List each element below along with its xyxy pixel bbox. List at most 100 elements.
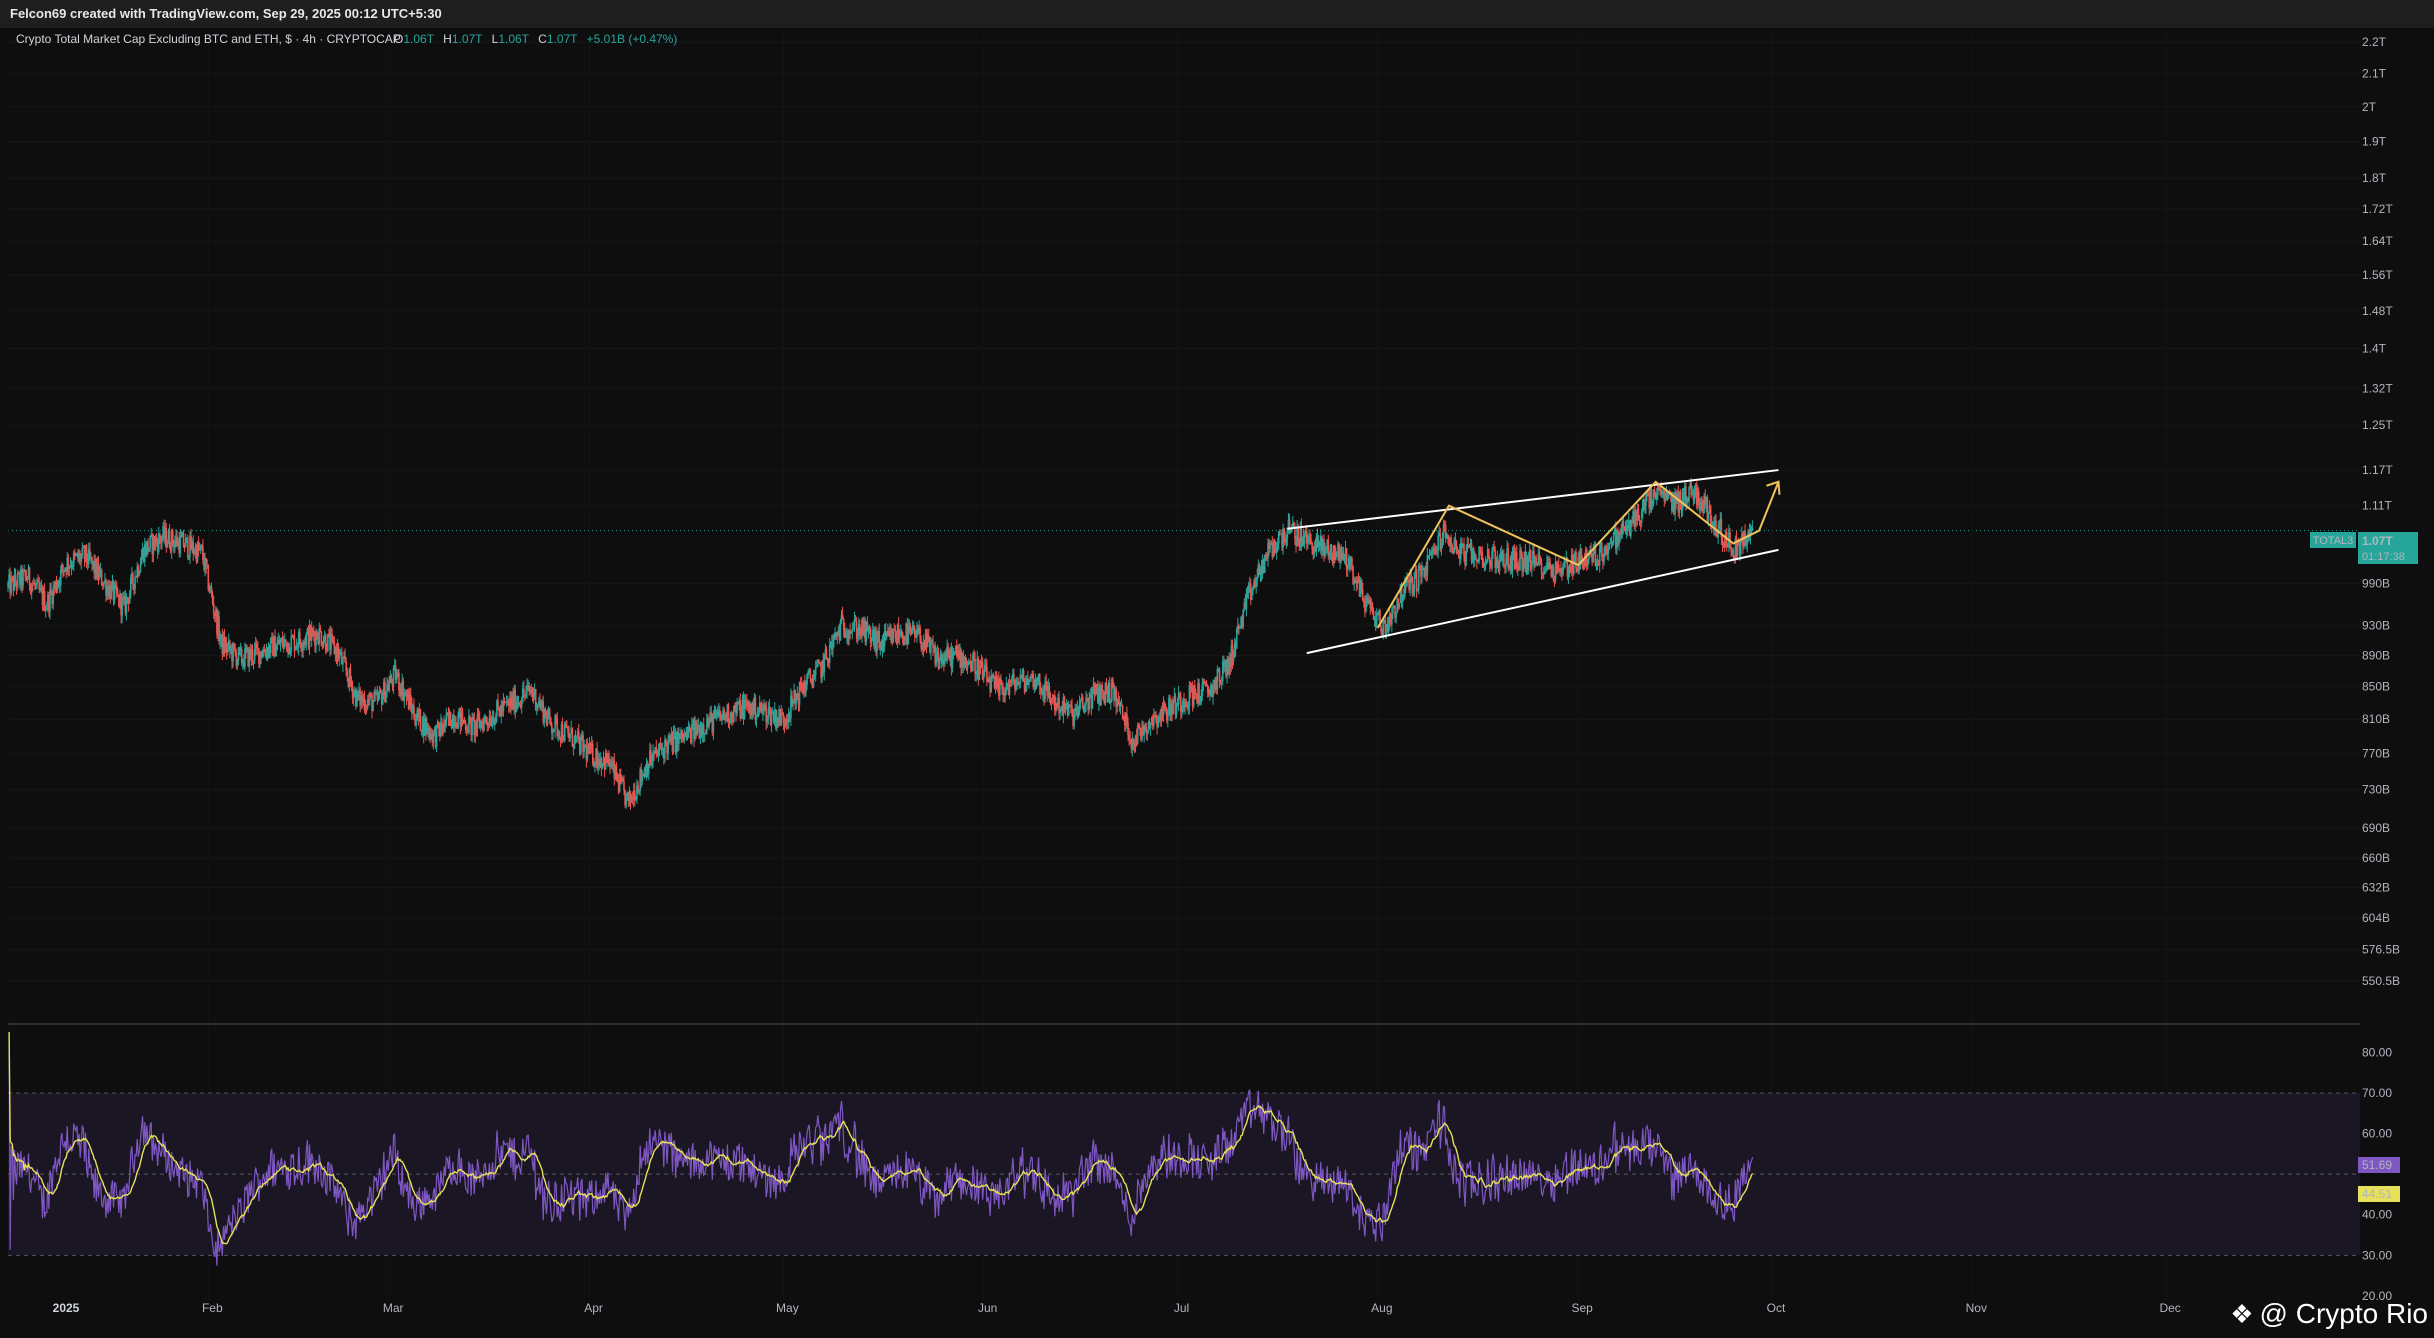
price-tick-label: 2.2T xyxy=(2362,35,2387,49)
candle-body xyxy=(1437,536,1439,552)
price-tick-label: 1.48T xyxy=(2362,304,2393,318)
candle-body xyxy=(64,567,66,572)
candle-body xyxy=(287,643,289,652)
candle-body xyxy=(906,623,909,645)
candle-body xyxy=(1518,565,1520,571)
candle-body xyxy=(1193,685,1196,694)
candle-body xyxy=(120,593,122,616)
rsi-ma-tag: 44.51 xyxy=(2362,1187,2392,1201)
candle-body xyxy=(1742,534,1744,547)
candle-body xyxy=(415,720,417,726)
candle-body xyxy=(1327,539,1330,557)
candle-body xyxy=(1598,548,1601,566)
candle-body xyxy=(1566,557,1569,577)
candle-body xyxy=(710,712,713,715)
candle-body xyxy=(1627,520,1630,529)
candle-body xyxy=(1579,548,1582,570)
candle-body xyxy=(713,710,716,716)
candle-body xyxy=(986,666,988,682)
candle-body xyxy=(119,593,121,607)
candle-body xyxy=(1311,543,1313,550)
candle-body xyxy=(1381,631,1383,637)
candle-body xyxy=(997,679,1000,696)
candle-body xyxy=(1239,626,1241,628)
candle-body xyxy=(590,743,593,750)
candle-body xyxy=(707,718,709,727)
candle-body xyxy=(1683,486,1686,500)
candle-body xyxy=(625,793,627,806)
candle-body xyxy=(901,631,903,638)
candle-body xyxy=(232,643,234,662)
candle-body xyxy=(479,721,482,729)
candle-body xyxy=(806,675,808,685)
candle-body xyxy=(1724,531,1727,548)
candle-body xyxy=(491,717,494,724)
candle-body xyxy=(1374,617,1377,627)
candle-body xyxy=(1734,538,1737,560)
price-tick-label: 1.64T xyxy=(2362,234,2393,248)
candle-body xyxy=(581,735,583,737)
candle-body xyxy=(1195,693,1197,695)
candle-body xyxy=(518,702,521,704)
candle-body xyxy=(1548,562,1550,569)
candle-body xyxy=(1480,551,1483,553)
candle-body xyxy=(700,727,703,736)
candle-body xyxy=(1528,550,1531,558)
candle-body xyxy=(1015,684,1017,690)
candle-body xyxy=(1227,659,1229,674)
candle-body xyxy=(170,530,173,552)
time-axis[interactable]: 2025 Feb Mar Apr May Jun Jul Aug Sep Oct Nov Dec xyxy=(53,1301,2181,1315)
candle-body xyxy=(285,639,287,643)
candle-body xyxy=(1132,738,1135,744)
chart-area[interactable]: 2.2T2.1T2T1.9T1.8T1.72T1.64T1.56T1.48T1.… xyxy=(0,28,2434,1338)
candle-body xyxy=(1704,495,1707,505)
candle-body xyxy=(995,677,998,688)
candle-body xyxy=(296,645,299,648)
candle-body xyxy=(55,581,58,591)
price-axis[interactable]: 2.2T2.1T2T1.9T1.8T1.72T1.64T1.56T1.48T1.… xyxy=(2362,35,2400,988)
candle-body xyxy=(847,635,849,639)
candle-body xyxy=(419,709,422,731)
candle-body xyxy=(1157,716,1159,727)
candle-body xyxy=(1369,599,1372,609)
price-tick-label: 890B xyxy=(2362,648,2390,662)
candle-body xyxy=(323,635,326,642)
candle-body xyxy=(255,643,258,648)
candle-body xyxy=(1746,538,1749,545)
candle-body xyxy=(1251,590,1253,601)
candle-body xyxy=(470,717,472,735)
candle-body xyxy=(608,753,610,765)
candle-body xyxy=(1027,678,1029,686)
candle-body xyxy=(1094,684,1097,695)
candle-body xyxy=(1715,520,1717,534)
candle-body xyxy=(1534,557,1536,567)
candle-body xyxy=(537,704,539,706)
candle-body xyxy=(81,547,84,556)
candle-body xyxy=(546,716,549,724)
drawings[interactable] xyxy=(1287,469,1781,655)
candle-body xyxy=(926,635,929,648)
candle-body xyxy=(157,533,160,552)
candle-body xyxy=(642,774,645,776)
price-tick-label: 810B xyxy=(2362,712,2390,726)
candle-body xyxy=(981,661,984,680)
candle-body xyxy=(447,714,450,720)
candle-body xyxy=(1004,690,1007,696)
candle-body xyxy=(195,546,198,562)
candle-body xyxy=(623,781,625,791)
legend-h-value: 1.07T xyxy=(452,32,483,46)
candle-body xyxy=(721,714,723,721)
candle-body xyxy=(271,636,273,639)
candle-body xyxy=(138,572,141,576)
candle-body xyxy=(12,577,15,591)
candle-body xyxy=(1013,673,1015,681)
candle-body xyxy=(1336,552,1338,555)
legend: Crypto Total Market Cap Excluding BTC an… xyxy=(16,32,677,46)
rsi-lines[interactable] xyxy=(8,1032,1754,1266)
candle-body xyxy=(1106,692,1109,703)
candle-body xyxy=(254,643,257,649)
candle-body xyxy=(59,569,62,586)
candle-body xyxy=(1385,624,1388,635)
candle-body xyxy=(1188,685,1191,707)
